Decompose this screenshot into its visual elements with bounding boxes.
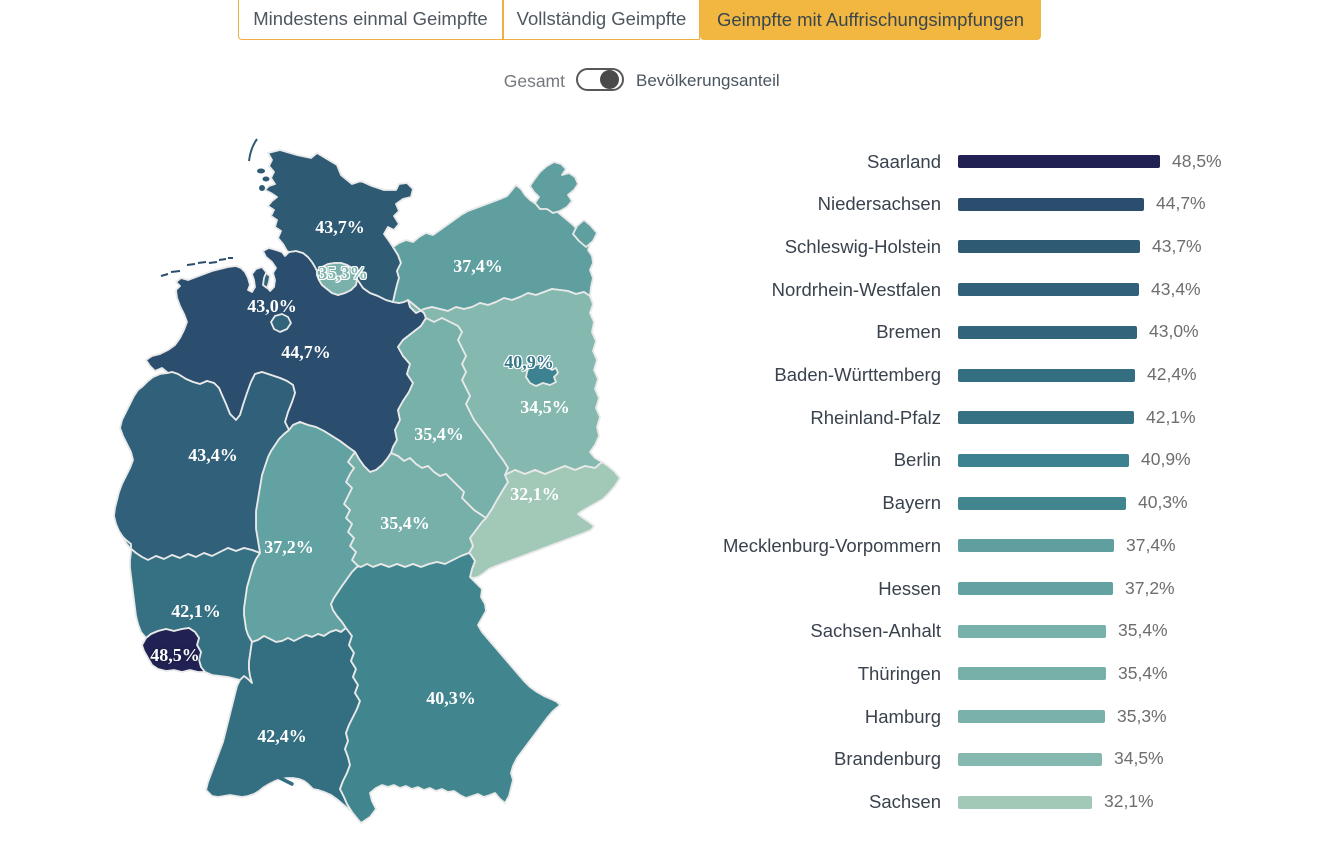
svg-text:43,7%: 43,7% [315, 217, 365, 237]
svg-text:44,7%: 44,7% [281, 342, 331, 362]
svg-text:34,5%: 34,5% [520, 397, 570, 417]
svg-text:37,2%: 37,2% [264, 537, 314, 557]
svg-text:37,4%: 37,4% [453, 256, 503, 276]
svg-text:43,0%: 43,0% [247, 296, 297, 316]
svg-text:35,4%: 35,4% [380, 513, 430, 533]
svg-text:35,4%: 35,4% [414, 424, 464, 444]
svg-text:32,1%: 32,1% [510, 484, 560, 504]
svg-text:35,3%: 35,3% [318, 263, 368, 283]
svg-text:42,1%: 42,1% [171, 601, 221, 621]
svg-text:43,4%: 43,4% [188, 445, 238, 465]
svg-text:40,9%: 40,9% [504, 352, 554, 372]
svg-text:42,4%: 42,4% [257, 726, 307, 746]
svg-text:40,3%: 40,3% [426, 688, 476, 708]
svg-text:48,5%: 48,5% [150, 645, 200, 665]
